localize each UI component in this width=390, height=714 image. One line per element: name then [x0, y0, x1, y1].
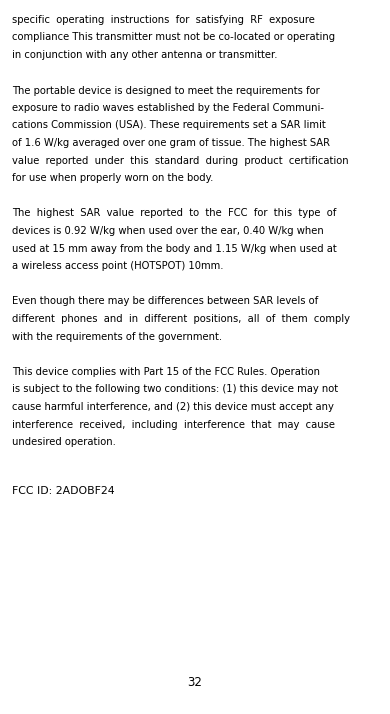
Text: undesired operation.: undesired operation. — [12, 437, 116, 447]
Text: 32: 32 — [188, 676, 202, 689]
Text: interference  received,  including  interference  that  may  cause: interference received, including interfe… — [12, 420, 335, 430]
Text: specific  operating  instructions  for  satisfying  RF  exposure: specific operating instructions for sati… — [12, 15, 315, 25]
Text: with the requirements of the government.: with the requirements of the government. — [12, 331, 222, 341]
Text: different  phones  and  in  different  positions,  all  of  them  comply: different phones and in different positi… — [12, 314, 350, 324]
Text: value  reported  under  this  standard  during  product  certification: value reported under this standard durin… — [12, 156, 349, 166]
Text: for use when properly worn on the body.: for use when properly worn on the body. — [12, 173, 213, 183]
Text: devices is 0.92 W/kg when used over the ear, 0.40 W/kg when: devices is 0.92 W/kg when used over the … — [12, 226, 324, 236]
Text: used at 15 mm away from the body and 1.15 W/kg when used at: used at 15 mm away from the body and 1.1… — [12, 243, 337, 253]
Text: The  highest  SAR  value  reported  to  the  FCC  for  this  type  of: The highest SAR value reported to the FC… — [12, 208, 336, 218]
Text: a wireless access point (HOTSPOT) 10mm.: a wireless access point (HOTSPOT) 10mm. — [12, 261, 223, 271]
Text: FCC ID: 2ADOBF24: FCC ID: 2ADOBF24 — [12, 486, 115, 496]
Text: Even though there may be differences between SAR levels of: Even though there may be differences bet… — [12, 296, 318, 306]
Text: of 1.6 W/kg averaged over one gram of tissue. The highest SAR: of 1.6 W/kg averaged over one gram of ti… — [12, 138, 330, 148]
Text: This device complies with Part 15 of the FCC Rules. Operation: This device complies with Part 15 of the… — [12, 367, 320, 377]
Text: The portable device is designed to meet the requirements for: The portable device is designed to meet … — [12, 86, 320, 96]
Text: in conjunction with any other antenna or transmitter.: in conjunction with any other antenna or… — [12, 50, 278, 60]
Text: is subject to the following two conditions: (1) this device may not: is subject to the following two conditio… — [12, 385, 338, 395]
Text: cations Commission (USA). These requirements set a SAR limit: cations Commission (USA). These requirem… — [12, 121, 326, 131]
Text: exposure to radio waves established by the Federal Communi-: exposure to radio waves established by t… — [12, 103, 324, 113]
Text: cause harmful interference, and (2) this device must accept any: cause harmful interference, and (2) this… — [12, 402, 334, 412]
Text: compliance This transmitter must not be co-located or operating: compliance This transmitter must not be … — [12, 33, 335, 43]
